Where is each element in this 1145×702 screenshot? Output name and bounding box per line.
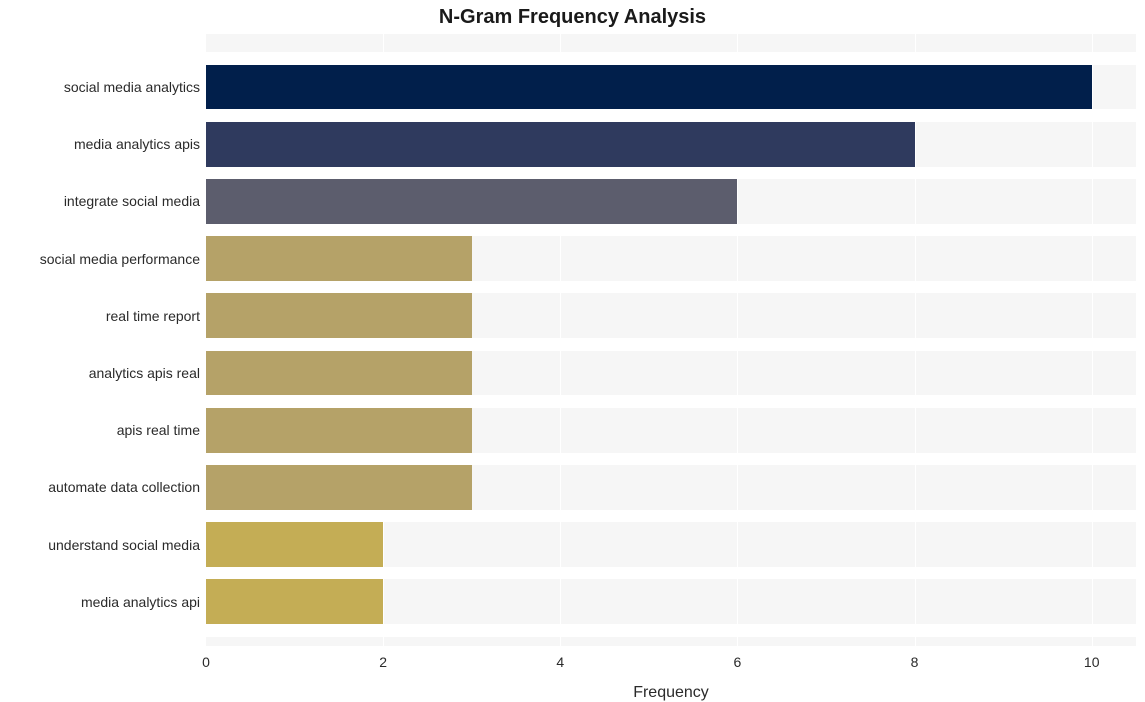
row-gap xyxy=(206,395,1136,408)
y-tick-label: integrate social media xyxy=(64,193,200,209)
x-tick-label: 4 xyxy=(556,654,564,670)
y-tick-label: analytics apis real xyxy=(89,365,200,381)
x-tick-label: 10 xyxy=(1084,654,1100,670)
row-gap xyxy=(206,281,1136,294)
bar xyxy=(206,465,472,510)
row-gap xyxy=(206,109,1136,122)
x-tick-label: 0 xyxy=(202,654,210,670)
x-tick-label: 6 xyxy=(734,654,742,670)
bar xyxy=(206,522,383,567)
y-tick-label: social media analytics xyxy=(64,79,200,95)
bar xyxy=(206,579,383,624)
row-gap xyxy=(206,224,1136,237)
y-tick-label: automate data collection xyxy=(48,479,200,495)
bar xyxy=(206,179,737,224)
x-tick-label: 2 xyxy=(379,654,387,670)
row-gap xyxy=(206,167,1136,180)
row-gap xyxy=(206,338,1136,351)
row-gap xyxy=(206,453,1136,466)
y-tick-label: media analytics api xyxy=(81,594,200,610)
y-tick-label: media analytics apis xyxy=(74,136,200,152)
chart-container: N-Gram Frequency Analysis Frequency 0 2 4 6… xyxy=(0,0,1145,701)
bar xyxy=(206,351,472,396)
y-tick-label: real time report xyxy=(106,308,200,324)
y-tick-label: apis real time xyxy=(117,422,200,438)
bar xyxy=(206,236,472,281)
bar xyxy=(206,293,472,338)
y-tick-label: social media performance xyxy=(40,251,200,267)
bar xyxy=(206,65,1092,110)
x-tick-label: 8 xyxy=(911,654,919,670)
row-gap xyxy=(206,52,1136,65)
bar xyxy=(206,122,915,167)
chart-title: N-Gram Frequency Analysis xyxy=(0,6,1145,29)
y-tick-label: understand social media xyxy=(48,537,200,553)
row-gap xyxy=(206,567,1136,580)
plot-area xyxy=(206,34,1136,646)
bar xyxy=(206,408,472,453)
row-gap xyxy=(206,510,1136,523)
x-axis-label: Frequency xyxy=(206,684,1136,702)
row-gap xyxy=(206,624,1136,637)
